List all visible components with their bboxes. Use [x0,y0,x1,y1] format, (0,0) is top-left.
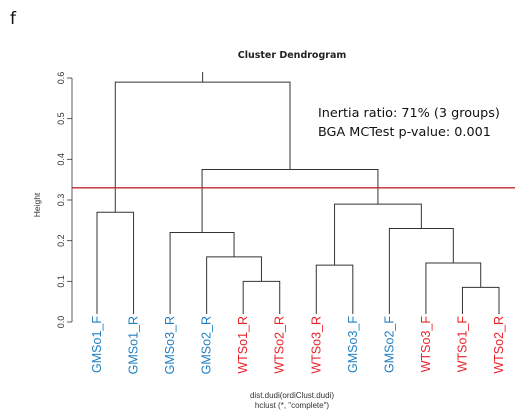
y-tick-label-0: 0.0 [56,316,66,329]
branch-merge-6 [388,227,454,314]
y-tick-label-3: 0.3 [56,194,66,207]
x-axis-label: dist.dudi(ordiClust.dudi) [250,391,334,400]
y-axis: 0.0 0.1 0.2 0.3 0.4 0.5 0.6 [56,72,73,329]
y-tick-label-4: 0.4 [56,153,66,166]
leaf-labels: GMSo1_F GMSo1_R GMSo3_R GMSo2_R WTSo1_R WTSo2… [90,316,506,375]
branch-merge-0 [96,211,135,314]
dendrogram-branches [96,72,500,314]
leaf-label-5: WTSo2_R [273,316,287,374]
branch-merge-1 [242,280,281,314]
branch-merge-2 [206,256,262,314]
branch-merge-9 [201,169,379,233]
method-label: hclust (*, "complete") [255,401,329,410]
leaf-label-11: WTSo2_R [492,316,506,374]
inertia-ratio-annotation: Inertia ratio: 71% (3 groups) [318,106,500,121]
y-tick-label-6: 0.6 [56,72,66,85]
leaf-label-0: GMSo1_F [90,316,104,373]
panel-letter: f [10,9,17,29]
leaf-label-8: GMSo2_F [382,316,396,373]
branch-merge-10 [114,81,291,213]
leaf-label-4: WTSo1_R [236,316,250,374]
leaf-label-3: GMSo2_R [200,316,214,374]
branch-merge-7 [315,264,354,314]
branch-merge-3 [169,232,235,314]
chart-title: Cluster Dendrogram [238,50,347,61]
branch-merge-5 [425,262,482,314]
branch-merge-4 [461,286,500,314]
y-axis-label: Height [32,192,42,217]
leaf-label-6: WTSo3_R [309,316,323,374]
y-tick-label-5: 0.5 [56,112,66,125]
leaf-label-1: GMSo1_R [127,316,141,374]
leaf-label-7: GMSo3_F [346,316,360,373]
leaf-label-9: WTSo3_F [419,316,433,373]
leaf-label-2: GMSo3_R [163,316,177,374]
branch-merge-8 [334,203,422,266]
y-tick-label-2: 0.2 [56,234,66,247]
y-tick-label-1: 0.1 [56,275,66,288]
bga-pvalue-annotation: BGA MCTest p-value: 0.001 [318,125,491,140]
leaf-label-10: WTSo1_F [455,316,469,373]
